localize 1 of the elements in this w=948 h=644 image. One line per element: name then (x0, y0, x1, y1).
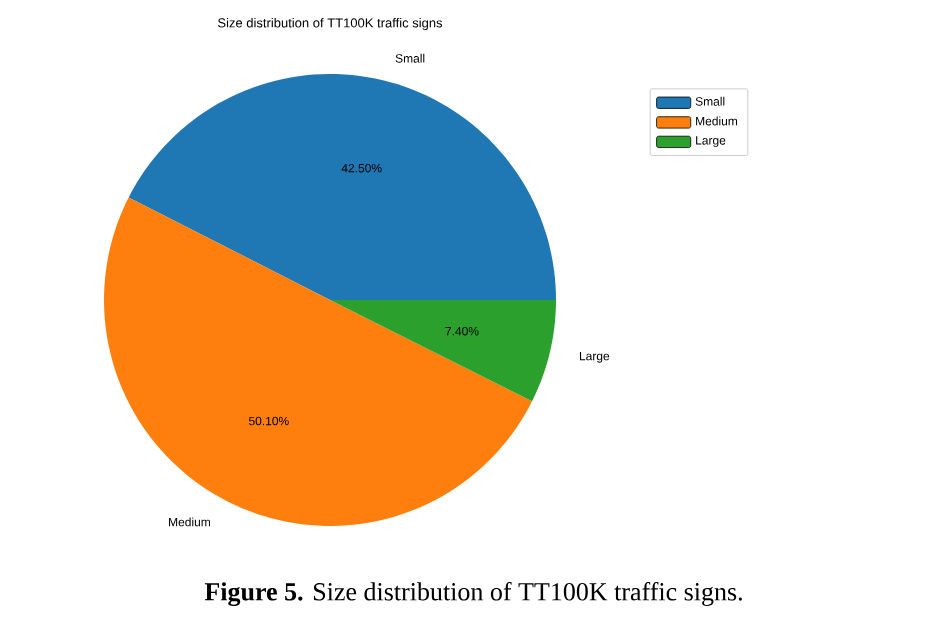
text: Figure 5. Size distribution of TT100K traffic signs. (204, 581, 742, 607)
